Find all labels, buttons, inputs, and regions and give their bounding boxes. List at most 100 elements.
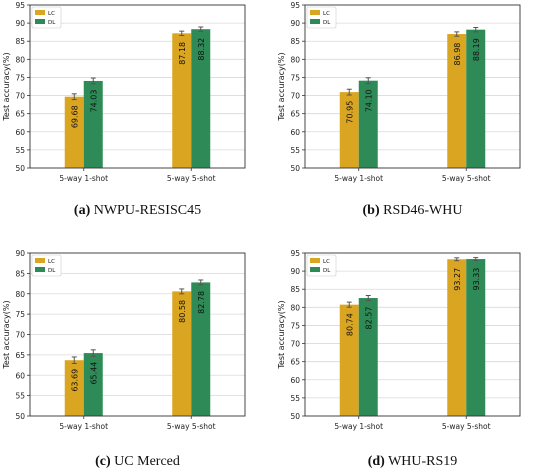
- caption-d: (d) WHU-RS19: [275, 454, 550, 470]
- y-tick-label: 75: [290, 321, 300, 330]
- y-axis-label: Test accuracy(%): [277, 300, 286, 369]
- x-tick-label: 5-way 1-shot: [334, 174, 383, 183]
- y-tick-label: 85: [15, 37, 25, 46]
- y-tick-label: 60: [15, 128, 25, 137]
- bar-dl: [358, 298, 378, 416]
- y-tick-label: 80: [15, 290, 25, 299]
- y-tick-label: 75: [290, 73, 300, 82]
- caption-letter: (c): [95, 454, 111, 469]
- data-label: 74.10: [364, 89, 373, 112]
- x-tick-label: 5-way 5-shot: [442, 174, 491, 183]
- y-tick-label: 55: [290, 394, 300, 403]
- axes-frame: [29, 252, 246, 417]
- bar-lc: [447, 34, 467, 169]
- bar-dl: [83, 80, 103, 168]
- caption-b: (b) RSD46-WHU: [275, 203, 550, 219]
- axes-frame: [304, 252, 521, 417]
- caption-text: NWPU-RESISC45: [93, 203, 202, 218]
- legend-label-dl: DL: [48, 268, 56, 274]
- data-label: 93.27: [453, 268, 462, 291]
- y-tick-label: 80: [290, 303, 300, 312]
- x-tick-label: 5-way 1-shot: [334, 422, 383, 431]
- legend-label-lc: LC: [323, 259, 330, 265]
- y-tick-label: 95: [290, 1, 300, 10]
- caption-c: (c) UC Merced: [0, 454, 275, 470]
- legend-swatch-lc: [35, 10, 45, 15]
- y-tick-label: 90: [290, 267, 300, 276]
- y-tick-label: 60: [290, 128, 300, 137]
- legend-swatch-lc: [35, 258, 45, 263]
- chart-panel-b: 50 55 60 65 70 75 80 85 90 95 Test accuracy(%) 70.9…: [275, 0, 550, 200]
- x-tick-label: 5-way 1-shot: [59, 174, 108, 183]
- bar-chart-a: 50 55 60 65 70 75 80 85 90 95 Test accuracy(%) 69.6…: [2, 1, 246, 183]
- bar-chart-b: 50 55 60 65 70 75 80 85 90 95 Test accuracy(%) 70.9…: [277, 1, 521, 183]
- bar-lc: [447, 259, 467, 416]
- y-tick-label: 55: [15, 392, 25, 401]
- caption-text: RSD46-WHU: [383, 203, 463, 218]
- y-tick-label: 65: [290, 110, 300, 119]
- legend: LC DL: [306, 6, 337, 29]
- legend-swatch-lc: [310, 258, 320, 263]
- bar-dl: [191, 282, 211, 416]
- bar-dl: [466, 259, 486, 416]
- data-label: 86.98: [453, 43, 462, 66]
- y-tick-label: 65: [15, 110, 25, 119]
- x-tick-label: 5-way 1-shot: [59, 422, 108, 431]
- y-tick-label: 80: [290, 55, 300, 64]
- y-tick-label: 75: [15, 73, 25, 82]
- data-label: 80.74: [345, 313, 354, 336]
- y-tick-label: 55: [290, 146, 300, 155]
- y-tick-label: 85: [15, 269, 25, 278]
- y-tick-label: 90: [15, 249, 25, 258]
- data-label: 93.33: [472, 268, 481, 291]
- data-label: 82.78: [197, 291, 206, 314]
- y-tick-label: 50: [290, 164, 300, 173]
- bar-dl: [358, 80, 378, 168]
- bar-dl: [466, 29, 486, 169]
- data-label: 88.32: [197, 38, 206, 61]
- y-tick-label: 65: [15, 351, 25, 360]
- legend: LC DL: [31, 254, 62, 277]
- x-tick-label: 5-way 5-shot: [167, 422, 216, 431]
- caption-letter: (d): [367, 454, 385, 469]
- y-tick-label: 70: [15, 92, 25, 101]
- legend-swatch-dl: [35, 267, 45, 272]
- bar-dl: [191, 29, 211, 169]
- bar-lc: [64, 360, 84, 416]
- data-label: 63.69: [70, 369, 79, 392]
- y-axis-label: Test accuracy(%): [2, 300, 11, 369]
- y-tick-label: 50: [290, 412, 300, 421]
- data-label: 82.57: [364, 307, 373, 330]
- legend: LC DL: [306, 254, 337, 277]
- chart-panel-d: 50 55 60 65 70 75 80 85 90 95 Test accuracy(%) 80.7…: [275, 248, 550, 448]
- y-tick-label: 90: [290, 19, 300, 28]
- y-tick-label: 60: [15, 371, 25, 380]
- bar-lc: [172, 291, 192, 416]
- y-tick-label: 50: [15, 164, 25, 173]
- legend-swatch-dl: [35, 19, 45, 24]
- y-tick-label: 85: [290, 37, 300, 46]
- data-label: 70.95: [345, 101, 354, 124]
- y-axis-label: Test accuracy(%): [2, 52, 11, 121]
- caption-text: WHU-RS19: [388, 454, 458, 469]
- legend-label-dl: DL: [323, 268, 331, 274]
- legend-swatch-lc: [310, 10, 320, 15]
- caption-letter: (b): [362, 203, 380, 218]
- y-tick-label: 75: [15, 310, 25, 319]
- legend-label-lc: LC: [48, 259, 55, 265]
- y-tick-label: 85: [290, 285, 300, 294]
- y-tick-label: 90: [15, 19, 25, 28]
- caption-a: (a) NWPU-RESISC45: [0, 203, 275, 219]
- legend-label-lc: LC: [323, 11, 330, 17]
- y-tick-label: 55: [15, 146, 25, 155]
- bar-lc: [64, 96, 84, 168]
- x-tick-label: 5-way 5-shot: [442, 422, 491, 431]
- x-tick-label: 5-way 5-shot: [167, 174, 216, 183]
- plot-area: [305, 5, 520, 168]
- plot-area: [30, 5, 245, 168]
- y-tick-label: 70: [290, 340, 300, 349]
- legend-swatch-dl: [310, 19, 320, 24]
- y-tick-label: 70: [290, 92, 300, 101]
- y-axis-label: Test accuracy(%): [277, 52, 286, 121]
- y-tick-label: 60: [290, 376, 300, 385]
